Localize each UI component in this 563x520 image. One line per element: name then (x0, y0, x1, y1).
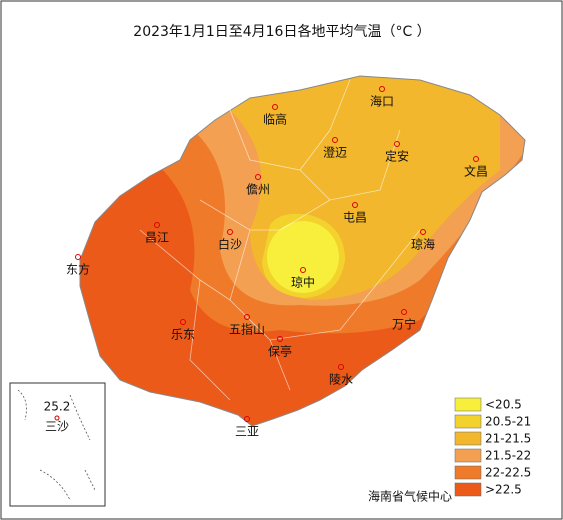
city-label: 澄迈 (323, 145, 347, 160)
city-dot (244, 314, 250, 320)
legend-swatch (454, 465, 482, 480)
city-label: 临高 (263, 112, 287, 127)
city-dot (420, 229, 426, 235)
city-dot (338, 364, 344, 370)
legend-swatch (454, 414, 482, 429)
city-label: 三亚 (235, 425, 259, 439)
city-label: 海口 (370, 94, 394, 109)
city-label: 万宁 (392, 317, 416, 332)
city-label: 定安 (385, 149, 409, 164)
city-dot (244, 416, 250, 422)
legend-label: <20.5 (485, 398, 522, 412)
city-label: 文昌 (464, 164, 488, 179)
legend-label: 21.5-22 (485, 449, 531, 463)
city-label: 五指山 (229, 322, 265, 337)
legend-label: >22.5 (485, 483, 522, 497)
city-dot (154, 222, 160, 228)
city-label: 保亭 (268, 344, 292, 359)
city-label: 琼中 (291, 275, 315, 290)
city-label: 乐东 (171, 328, 195, 342)
city-dot (332, 137, 338, 143)
legend-label: 21-21.5 (485, 432, 531, 446)
legend-swatch (454, 431, 482, 446)
legend-label: 22-22.5 (485, 466, 531, 480)
city-dot (180, 319, 186, 325)
legend-swatch (454, 448, 482, 463)
map-title: 2023年1月1日至4月16日各地平均气温（°C ） (133, 24, 430, 40)
city-label: 屯昌 (343, 211, 367, 225)
city-dot (401, 309, 407, 315)
county-borders (139, 79, 421, 401)
city-dot (227, 229, 233, 235)
legend-swatch (454, 397, 482, 412)
city-dot (75, 254, 81, 260)
city-label: 白沙 (218, 237, 242, 252)
city-label: 琼海 (411, 237, 435, 252)
legend-label: 20.5-21 (485, 415, 531, 429)
city-label: 陵水 (329, 373, 353, 387)
city-dot (394, 141, 400, 147)
city-label: 东方 (66, 262, 90, 277)
city-dot (473, 156, 479, 162)
city-dot (352, 202, 358, 208)
city-dot (379, 86, 385, 92)
city-label: 昌江 (145, 231, 169, 245)
inset-value: 25.2 (44, 400, 71, 414)
legend-swatch (454, 482, 482, 497)
city-dot (255, 174, 261, 180)
inset-name: 三沙 (45, 420, 69, 434)
coastline (79, 75, 526, 427)
source: 海南省气候中心 (368, 489, 452, 504)
temperature-zone (267, 221, 339, 293)
city-label: 儋州 (246, 183, 270, 197)
city-dot (300, 267, 306, 273)
inset: 25.2 三沙 (9, 382, 106, 507)
city-dot (277, 336, 283, 342)
city-dot (272, 104, 278, 110)
